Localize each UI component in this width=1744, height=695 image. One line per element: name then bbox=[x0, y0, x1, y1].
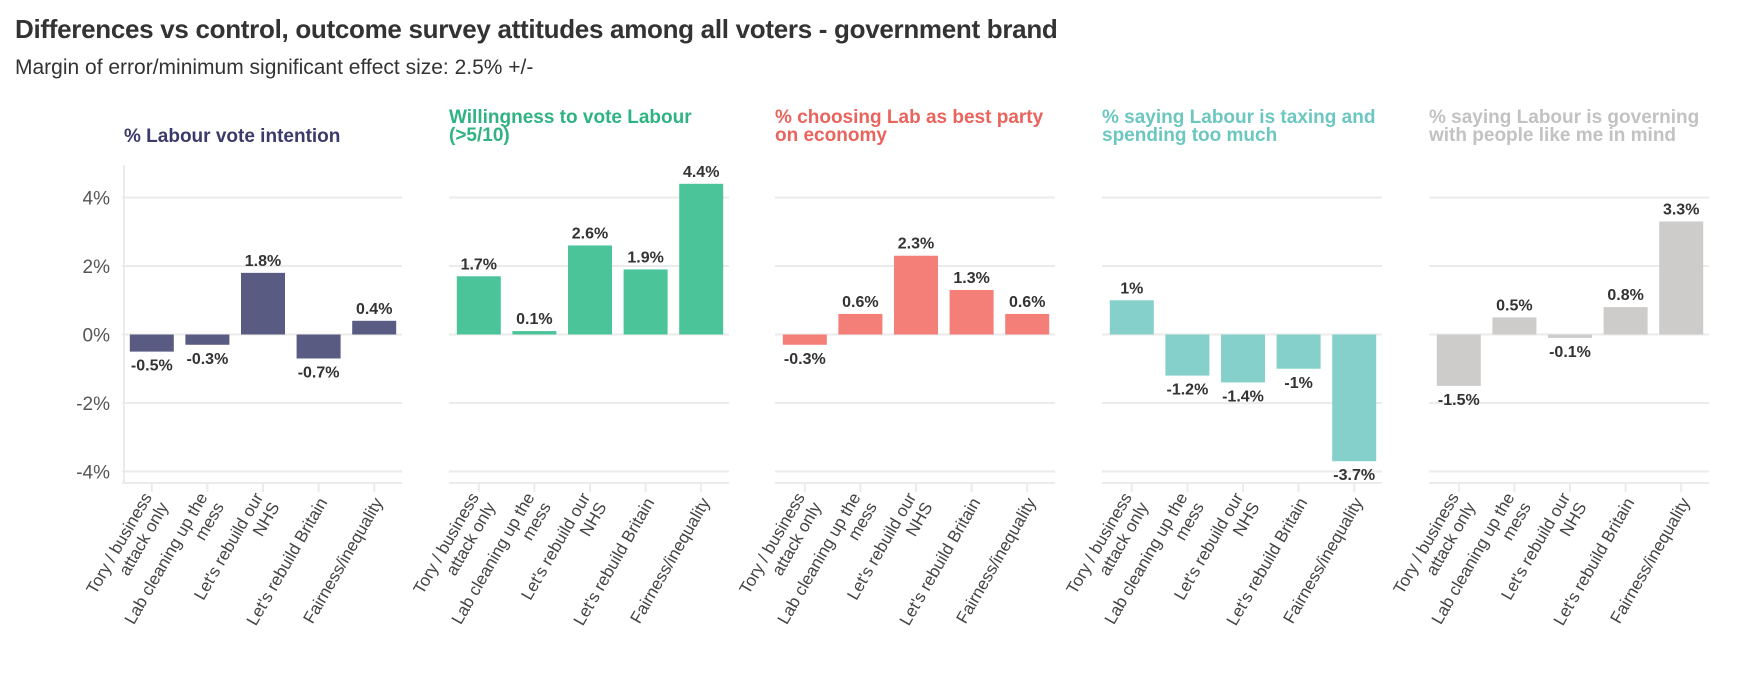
panel-title-line: (>5/10) bbox=[449, 125, 510, 146]
panel-title-line: % choosing Lab as best party bbox=[775, 107, 1044, 128]
panel-title: % saying Labour is governing with people … bbox=[1428, 107, 1699, 146]
panel-title: % Labour vote intention bbox=[124, 126, 340, 147]
bar-value-label: 1% bbox=[1120, 280, 1143, 297]
bar-value-label: 1.7% bbox=[461, 256, 497, 273]
y-tick-label: -2% bbox=[76, 394, 110, 415]
bar-value-label: -3.7% bbox=[1333, 467, 1375, 484]
bar bbox=[185, 334, 230, 345]
panel-title-line: Willingness to vote Labour bbox=[449, 107, 692, 128]
bar-value-label: -0.1% bbox=[1549, 344, 1591, 361]
bar-value-label: 1.9% bbox=[627, 249, 663, 266]
chart-title: Differences vs control, outcome survey a… bbox=[15, 14, 1058, 44]
bar-value-label: 0.6% bbox=[1009, 294, 1045, 311]
bar bbox=[1603, 307, 1648, 335]
y-tick-label: 4% bbox=[83, 189, 111, 210]
panel-5: % saying Labour is governing with people … bbox=[1390, 107, 1709, 629]
panel-title-line: spending too much bbox=[1102, 125, 1277, 146]
bar-value-label: -1.4% bbox=[1222, 388, 1264, 405]
bar-value-label: 0.1% bbox=[516, 311, 552, 328]
panel-title-line: with people like me in mind bbox=[1428, 125, 1676, 146]
bar-value-label: 3.3% bbox=[1663, 201, 1699, 218]
panel-title: Willingness to vote Labour (>5/10) bbox=[449, 107, 692, 146]
bar-value-label: 0.8% bbox=[1607, 287, 1643, 304]
bar bbox=[623, 269, 668, 335]
bar-value-label: -0.5% bbox=[131, 358, 173, 375]
bar-value-label: 1.3% bbox=[953, 270, 989, 287]
bar-value-label: -0.7% bbox=[298, 364, 340, 381]
bar bbox=[241, 272, 285, 335]
bar bbox=[1276, 334, 1321, 369]
bar-value-label: -0.3% bbox=[784, 351, 826, 368]
bar bbox=[1659, 221, 1704, 335]
y-tick-label: 2% bbox=[83, 257, 111, 278]
bar bbox=[512, 331, 557, 335]
bar bbox=[129, 334, 174, 352]
panel-title-line: % Labour vote intention bbox=[124, 126, 340, 147]
bar bbox=[782, 334, 827, 345]
bar bbox=[894, 255, 938, 335]
bar-value-label: 0.5% bbox=[1496, 297, 1532, 314]
bar bbox=[1436, 334, 1481, 386]
bar bbox=[679, 183, 724, 335]
y-tick-label: 0% bbox=[83, 326, 111, 347]
bar-value-label: -1.5% bbox=[1438, 392, 1480, 409]
bar-value-label: 2.3% bbox=[898, 236, 934, 253]
bar bbox=[1332, 334, 1377, 462]
bar-value-label: -0.3% bbox=[187, 351, 229, 368]
panel-4: % saying Labour is taxing and spending to… bbox=[1063, 107, 1382, 629]
bar-value-label: 0.6% bbox=[842, 294, 878, 311]
bar bbox=[1548, 334, 1592, 338]
bar bbox=[1109, 300, 1154, 335]
panel-title-line: % saying Labour is governing bbox=[1429, 107, 1699, 128]
panel-title-line: % saying Labour is taxing and bbox=[1102, 107, 1375, 128]
bar bbox=[1221, 334, 1265, 383]
bar bbox=[456, 276, 501, 335]
bar bbox=[838, 313, 883, 335]
bar-value-label: 4.4% bbox=[683, 164, 719, 181]
bar bbox=[949, 289, 994, 335]
panel-3: % choosing Lab as best party on economy -0… bbox=[736, 107, 1055, 629]
bar-value-label: -1.2% bbox=[1167, 382, 1209, 399]
panel-1: % Labour vote intention-0.5%Tory / busin… bbox=[83, 126, 402, 629]
bar bbox=[568, 245, 612, 335]
bar-value-label: 1.8% bbox=[245, 253, 281, 270]
bar bbox=[296, 334, 341, 359]
bar bbox=[1165, 334, 1210, 376]
bar bbox=[352, 320, 397, 335]
y-tick-label: -4% bbox=[76, 463, 110, 484]
bar-value-label: 2.6% bbox=[572, 225, 608, 242]
bar bbox=[1005, 313, 1050, 335]
bar-value-label: -1% bbox=[1284, 375, 1312, 392]
panel-title-line: on economy bbox=[775, 125, 887, 146]
chart-subtitle: Margin of error/minimum significant effe… bbox=[15, 56, 534, 79]
panel-2: Willingness to vote Labour (>5/10)1.7%Tor… bbox=[410, 107, 729, 629]
bar bbox=[1492, 317, 1537, 335]
bar-value-label: 0.4% bbox=[356, 301, 392, 318]
panel-title: % saying Labour is taxing and spending to… bbox=[1102, 107, 1375, 146]
panel-title: % choosing Lab as best party on economy bbox=[775, 107, 1044, 146]
